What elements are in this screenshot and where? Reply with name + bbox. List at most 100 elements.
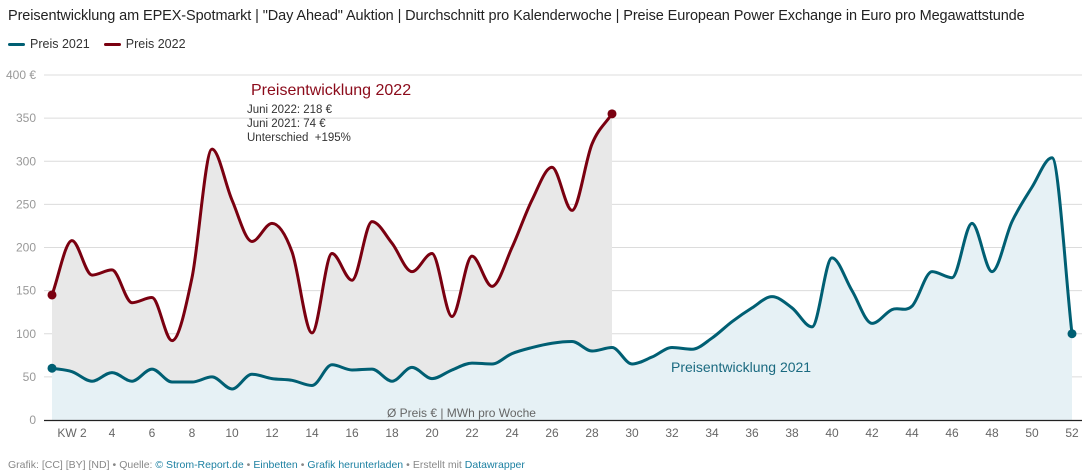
x-tick-label: 14: [305, 426, 319, 440]
data-point-preis-2021[interactable]: [129, 378, 135, 384]
data-point-preis-2021[interactable]: [289, 377, 295, 383]
endpoint-marker-preis-2022[interactable]: [607, 109, 617, 119]
y-axis: 0 50 100 150 200 250 300 350 400 €: [6, 68, 36, 427]
data-point-preis-2021[interactable]: [369, 366, 375, 372]
data-point-preis-2022[interactable]: [429, 251, 435, 257]
data-point-preis-2021[interactable]: [969, 220, 975, 226]
data-point-preis-2021[interactable]: [409, 364, 415, 370]
data-point-preis-2022[interactable]: [369, 219, 375, 225]
endpoint-marker-preis-2022[interactable]: [47, 290, 57, 300]
data-point-preis-2021[interactable]: [1009, 219, 1015, 225]
data-point-preis-2021[interactable]: [249, 371, 255, 377]
line-preis-2021[interactable]: [50, 156, 1074, 391]
legend-item-2021[interactable]: Preis 2021: [8, 37, 90, 51]
data-point-preis-2022[interactable]: [529, 197, 535, 203]
y-tick-label: 300: [16, 154, 36, 168]
endpoint-marker-preis-2021[interactable]: [47, 363, 57, 373]
data-point-preis-2021[interactable]: [329, 362, 335, 368]
data-point-preis-2021[interactable]: [929, 269, 935, 275]
data-point-preis-2022[interactable]: [569, 207, 575, 213]
data-point-preis-2022[interactable]: [589, 141, 595, 147]
data-point-preis-2021[interactable]: [949, 275, 955, 281]
data-point-preis-2021[interactable]: [829, 255, 835, 261]
data-point-preis-2021[interactable]: [229, 386, 235, 392]
data-point-preis-2022[interactable]: [449, 314, 455, 320]
data-point-preis-2022[interactable]: [169, 338, 175, 344]
data-point-preis-2021[interactable]: [889, 307, 895, 313]
chart-title: Preisentwicklung am EPEX-Spotmarkt | "Da…: [8, 8, 1025, 24]
data-point-preis-2021[interactable]: [509, 351, 515, 357]
data-point-preis-2021[interactable]: [789, 305, 795, 311]
data-point-preis-2021[interactable]: [709, 335, 715, 341]
data-point-preis-2022[interactable]: [149, 295, 155, 301]
data-point-preis-2022[interactable]: [349, 277, 355, 283]
data-point-preis-2021[interactable]: [849, 288, 855, 294]
data-point-preis-2021[interactable]: [349, 367, 355, 373]
endpoint-marker-preis-2021[interactable]: [1067, 329, 1077, 339]
data-point-preis-2021[interactable]: [529, 345, 535, 351]
data-point-preis-2022[interactable]: [89, 272, 95, 278]
data-point-preis-2022[interactable]: [549, 164, 555, 170]
data-point-preis-2021[interactable]: [549, 340, 555, 346]
legend-swatch-2021: [8, 42, 25, 46]
data-point-preis-2021[interactable]: [749, 305, 755, 311]
data-point-preis-2022[interactable]: [489, 283, 495, 289]
data-point-preis-2022[interactable]: [509, 245, 515, 251]
data-point-preis-2022[interactable]: [309, 330, 315, 336]
data-point-preis-2021[interactable]: [669, 345, 675, 351]
data-point-preis-2021[interactable]: [89, 378, 95, 384]
data-point-preis-2021[interactable]: [169, 379, 175, 385]
data-point-preis-2021[interactable]: [269, 376, 275, 382]
data-point-preis-2022[interactable]: [69, 238, 75, 244]
x-tick-label: 4: [109, 426, 116, 440]
data-point-preis-2021[interactable]: [389, 378, 395, 384]
embed-link[interactable]: Einbetten: [253, 459, 298, 471]
data-point-preis-2022[interactable]: [329, 251, 335, 257]
data-point-preis-2021[interactable]: [869, 320, 875, 326]
data-point-preis-2022[interactable]: [209, 146, 215, 152]
data-point-preis-2022[interactable]: [189, 275, 195, 281]
data-point-preis-2021[interactable]: [769, 294, 775, 300]
data-point-preis-2021[interactable]: [109, 370, 115, 376]
x-tick-label: 46: [945, 426, 959, 440]
datawrapper-link[interactable]: Datawrapper: [464, 459, 525, 471]
data-point-preis-2021[interactable]: [149, 366, 155, 372]
data-point-preis-2022[interactable]: [389, 240, 395, 246]
data-point-preis-2021[interactable]: [909, 303, 915, 309]
data-point-preis-2021[interactable]: [209, 374, 215, 380]
data-point-preis-2021[interactable]: [1029, 184, 1035, 190]
data-point-preis-2022[interactable]: [469, 253, 475, 259]
data-point-preis-2021[interactable]: [649, 354, 655, 360]
y-tick-label: 400 €: [6, 68, 36, 82]
data-point-preis-2022[interactable]: [289, 249, 295, 255]
data-point-preis-2021[interactable]: [469, 360, 475, 366]
data-point-preis-2022[interactable]: [229, 197, 235, 203]
data-point-preis-2021[interactable]: [609, 345, 615, 351]
download-link[interactable]: Grafik herunterladen: [307, 459, 404, 471]
data-point-preis-2021[interactable]: [429, 376, 435, 382]
data-point-preis-2021[interactable]: [589, 348, 595, 354]
data-point-preis-2021[interactable]: [809, 324, 815, 330]
data-point-preis-2021[interactable]: [489, 361, 495, 367]
data-point-preis-2021[interactable]: [989, 269, 995, 275]
x-tick-label: 18: [385, 426, 399, 440]
x-tick-label: 36: [745, 426, 759, 440]
line-preis-2022[interactable]: [50, 112, 614, 343]
data-point-preis-2021[interactable]: [1049, 155, 1055, 161]
data-point-preis-2021[interactable]: [689, 346, 695, 352]
source-link[interactable]: © Strom-Report.de: [155, 459, 244, 471]
data-point-preis-2021[interactable]: [569, 339, 575, 345]
data-point-preis-2021[interactable]: [629, 361, 635, 367]
data-point-preis-2021[interactable]: [189, 379, 195, 385]
data-point-preis-2021[interactable]: [69, 369, 75, 375]
legend-item-2022[interactable]: Preis 2022: [103, 37, 186, 51]
data-point-preis-2021[interactable]: [309, 383, 315, 389]
y-tick-label: 250: [16, 197, 36, 211]
data-point-preis-2021[interactable]: [449, 367, 455, 373]
data-point-preis-2022[interactable]: [269, 220, 275, 226]
data-point-preis-2021[interactable]: [729, 319, 735, 325]
data-point-preis-2022[interactable]: [409, 269, 415, 275]
data-point-preis-2022[interactable]: [129, 300, 135, 306]
data-point-preis-2022[interactable]: [249, 238, 255, 244]
data-point-preis-2022[interactable]: [109, 267, 115, 273]
